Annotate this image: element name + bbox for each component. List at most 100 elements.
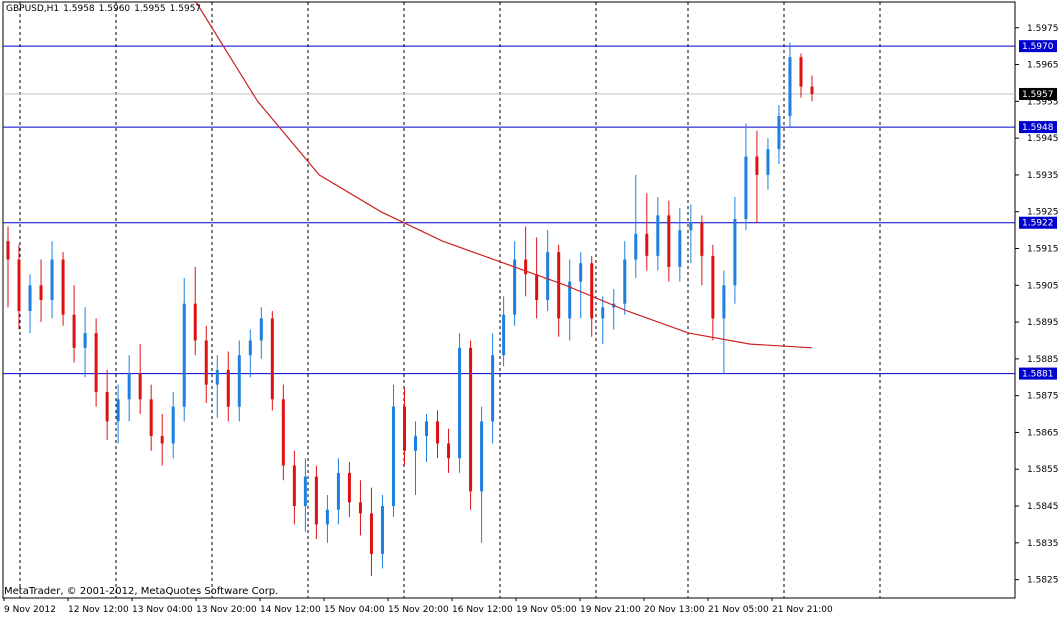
level-label: 1.5922 [1022,219,1054,229]
candle-body [601,307,605,319]
candle-body [777,116,781,150]
x-tick-label: 12 Nov 12:00 [68,605,129,615]
y-tick-label: 1.5895 [1027,318,1058,328]
x-tick-label: 16 Nov 12:00 [452,605,513,615]
y-tick-label: 1.5915 [1027,244,1058,254]
candle-body [733,219,737,286]
candle-body [116,399,120,422]
level-tag-1 [1019,121,1057,134]
level-tag-0 [1019,40,1057,53]
plot-frame [2,1,1016,599]
candle-body [700,222,704,256]
level-label: 1.5948 [1022,123,1054,133]
x-tick-label: 9 Nov 2012 [4,605,56,615]
candle-body [546,252,550,300]
x-tick-label: 14 Nov 12:00 [260,605,321,615]
candle-body [39,285,43,300]
candle-body [766,149,770,175]
candle-body [358,502,362,514]
candle-body [226,369,230,407]
candle-body [347,472,351,503]
current-price-label: 1.5957 [1022,90,1054,100]
candle-body [28,285,32,312]
candle-body [480,421,484,492]
candle-body [182,303,186,407]
y-tick-label: 1.5875 [1027,392,1058,402]
x-tick-label: 19 Nov 05:00 [516,605,577,615]
low-price: 1.5955 [134,4,166,14]
y-tick-label: 1.5865 [1027,428,1058,438]
candle-body [689,222,693,231]
candle-body [380,506,384,554]
x-tick-label: 19 Nov 21:00 [580,605,641,615]
high-price: 1.5960 [98,4,131,14]
candle-body [281,399,285,466]
y-tick-label: 1.5835 [1027,539,1058,549]
candle-body [634,233,638,260]
candle-body [568,281,572,319]
y-tick-label: 1.5925 [1027,208,1058,218]
current-price-tag [1019,87,1057,100]
candle-body [292,465,296,507]
candle-body [425,421,429,437]
close-price: 1.5957 [169,4,202,14]
y-tick-label: 1.5975 [1027,24,1058,34]
candle-body [50,259,54,300]
candle-body [336,472,340,510]
candle-body [259,318,263,341]
candle-body [744,156,748,220]
y-tick-label: 1.5935 [1027,171,1058,181]
candle-body [623,259,627,304]
candle-body [469,347,473,492]
candle-body [138,373,142,400]
candle-body [513,259,517,315]
candle-body [722,285,726,319]
y-tick-label: 1.5955 [1027,97,1058,107]
candle-body [6,241,10,260]
candle-body [17,259,21,312]
x-tick-label: 15 Nov 04:00 [324,605,385,615]
candle-body [127,373,131,400]
y-tick-label: 1.5945 [1027,134,1058,144]
moving-average-line [195,1,813,349]
candle-body [402,406,406,451]
candle-body [314,476,318,525]
candle-body [678,230,682,267]
candle-body [810,86,814,94]
x-tick-label: 21 Nov 05:00 [708,605,769,615]
candle-body [325,509,329,525]
level-label: 1.5970 [1022,42,1054,52]
level-tag-3 [1019,367,1057,380]
y-tick-label: 1.5885 [1027,355,1058,365]
candle-body [94,333,98,392]
candle-body [105,391,109,422]
candle-body [524,259,528,275]
candle-body [656,215,660,256]
candle-body [171,406,175,444]
candle-body [215,369,219,385]
candle-body [590,263,594,319]
x-tick-label: 20 Nov 13:00 [644,605,705,615]
y-tick-label: 1.5965 [1027,61,1058,71]
x-tick-label: 15 Nov 20:00 [388,605,449,615]
candle-body [248,340,252,356]
candle-body [160,436,164,444]
copyright-text: MetaTrader, © 2001-2012, MetaQuotes Soft… [4,586,279,597]
candle-body [535,274,539,300]
y-tick-label: 1.5825 [1027,576,1058,586]
candle-body [579,263,583,282]
candle-body [83,333,87,348]
candle-body [711,255,715,319]
candle-body [436,421,440,444]
candle-body [667,215,671,267]
candle-body [270,318,274,400]
candle-body [391,406,395,507]
candle-body [193,303,197,341]
y-tick-label: 1.5905 [1027,281,1058,291]
candle-body [72,314,76,348]
candle-body [237,355,241,407]
chart-header: GBPUSD,H1 1.5958 1.5960 1.5955 1.5957 [6,4,205,14]
candle-body [204,340,208,385]
